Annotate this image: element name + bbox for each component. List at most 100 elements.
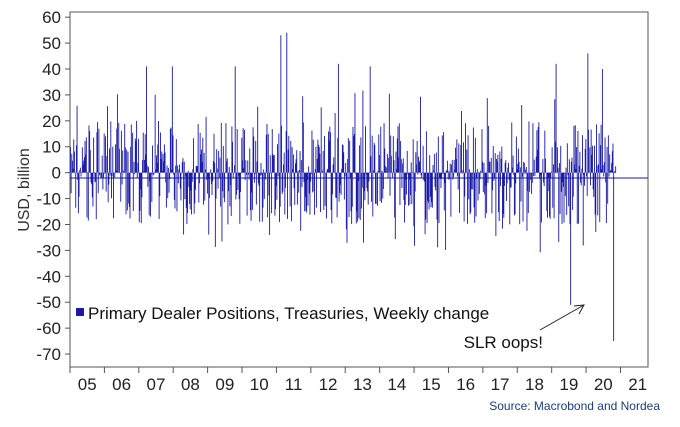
- bar: [378, 154, 380, 173]
- bar: [295, 159, 297, 173]
- bar: [81, 172, 83, 173]
- bar: [231, 126, 233, 173]
- bar: [459, 172, 460, 213]
- bar: [136, 172, 138, 178]
- bar: [142, 132, 144, 173]
- bar: [360, 137, 362, 173]
- bar: [242, 128, 244, 173]
- bar: [289, 172, 291, 207]
- bar: [320, 107, 322, 173]
- bar: [330, 172, 332, 210]
- bar: [207, 172, 209, 180]
- bar: [102, 172, 104, 190]
- bar: [100, 172, 102, 179]
- bar: [244, 129, 245, 173]
- bar: [148, 172, 150, 216]
- bar: [537, 127, 539, 173]
- bar: [214, 162, 216, 173]
- bar: [195, 165, 197, 173]
- bar: [103, 172, 104, 178]
- bar: [414, 172, 415, 246]
- bar: [559, 172, 561, 215]
- bar: [133, 161, 135, 173]
- bar: [475, 172, 477, 217]
- bar: [270, 172, 272, 173]
- bar: [393, 160, 395, 173]
- bar: [565, 167, 567, 173]
- bar: [152, 172, 154, 176]
- bar: [86, 172, 88, 218]
- bar: [401, 172, 403, 188]
- bar: [523, 161, 525, 173]
- bar: [490, 172, 492, 174]
- bar: [111, 172, 112, 199]
- bar: [548, 172, 550, 192]
- bar: [605, 172, 607, 223]
- bar: [411, 172, 413, 205]
- bar: [157, 121, 159, 173]
- bar: [82, 164, 84, 173]
- bar: [161, 151, 163, 173]
- bar: [436, 172, 438, 220]
- bar: [288, 172, 290, 174]
- bar: [203, 152, 205, 173]
- bar: [131, 172, 133, 174]
- bar: [385, 171, 387, 173]
- bar: [491, 172, 493, 214]
- bar: [285, 131, 287, 173]
- bar: [397, 126, 399, 173]
- bar: [242, 160, 243, 173]
- bar: [510, 172, 512, 188]
- bar: [228, 167, 230, 173]
- bar: [134, 172, 136, 175]
- bar: [296, 172, 298, 205]
- bar: [542, 158, 544, 173]
- bar: [486, 98, 488, 173]
- bar: [208, 172, 210, 199]
- bar: [232, 141, 233, 173]
- bar: [601, 69, 603, 173]
- bar: [141, 172, 143, 198]
- bar: [277, 172, 279, 177]
- bar: [173, 172, 175, 175]
- bar: [287, 149, 289, 173]
- bar: [375, 172, 376, 204]
- bar: [512, 155, 514, 173]
- x-tick-label: 12: [319, 375, 338, 394]
- bar: [408, 172, 409, 206]
- bar: [474, 172, 476, 223]
- bar: [404, 172, 406, 205]
- y-axis-ticks: 60 50 40 30 20 10 0 -10 -20 -30 -40 -50 -60 -70: [36, 8, 70, 364]
- bar: [111, 172, 113, 177]
- bar: [106, 156, 108, 173]
- bar: [404, 172, 406, 223]
- bar: [101, 172, 102, 179]
- bar: [109, 172, 111, 176]
- bar: [234, 66, 236, 173]
- bar: [219, 157, 221, 173]
- bar: [425, 131, 427, 173]
- bar: [220, 172, 222, 207]
- bar: [470, 172, 472, 213]
- bar: [70, 172, 72, 194]
- bar: [517, 163, 519, 173]
- bar: [517, 148, 519, 173]
- bar: [527, 172, 529, 192]
- bar: [239, 172, 241, 224]
- bar: [152, 145, 153, 173]
- bar: [85, 137, 87, 173]
- bar: [353, 136, 355, 173]
- bar: [261, 172, 263, 222]
- bar: [316, 172, 318, 208]
- bar: [107, 172, 109, 203]
- bar: [494, 172, 496, 179]
- bar: [267, 172, 269, 218]
- bar: [187, 170, 189, 173]
- bar: [597, 164, 599, 173]
- bar: [553, 172, 555, 219]
- bar: [573, 125, 575, 173]
- bar: [433, 153, 435, 173]
- bar: [492, 172, 494, 191]
- bar: [610, 170, 612, 173]
- bar: [279, 172, 280, 223]
